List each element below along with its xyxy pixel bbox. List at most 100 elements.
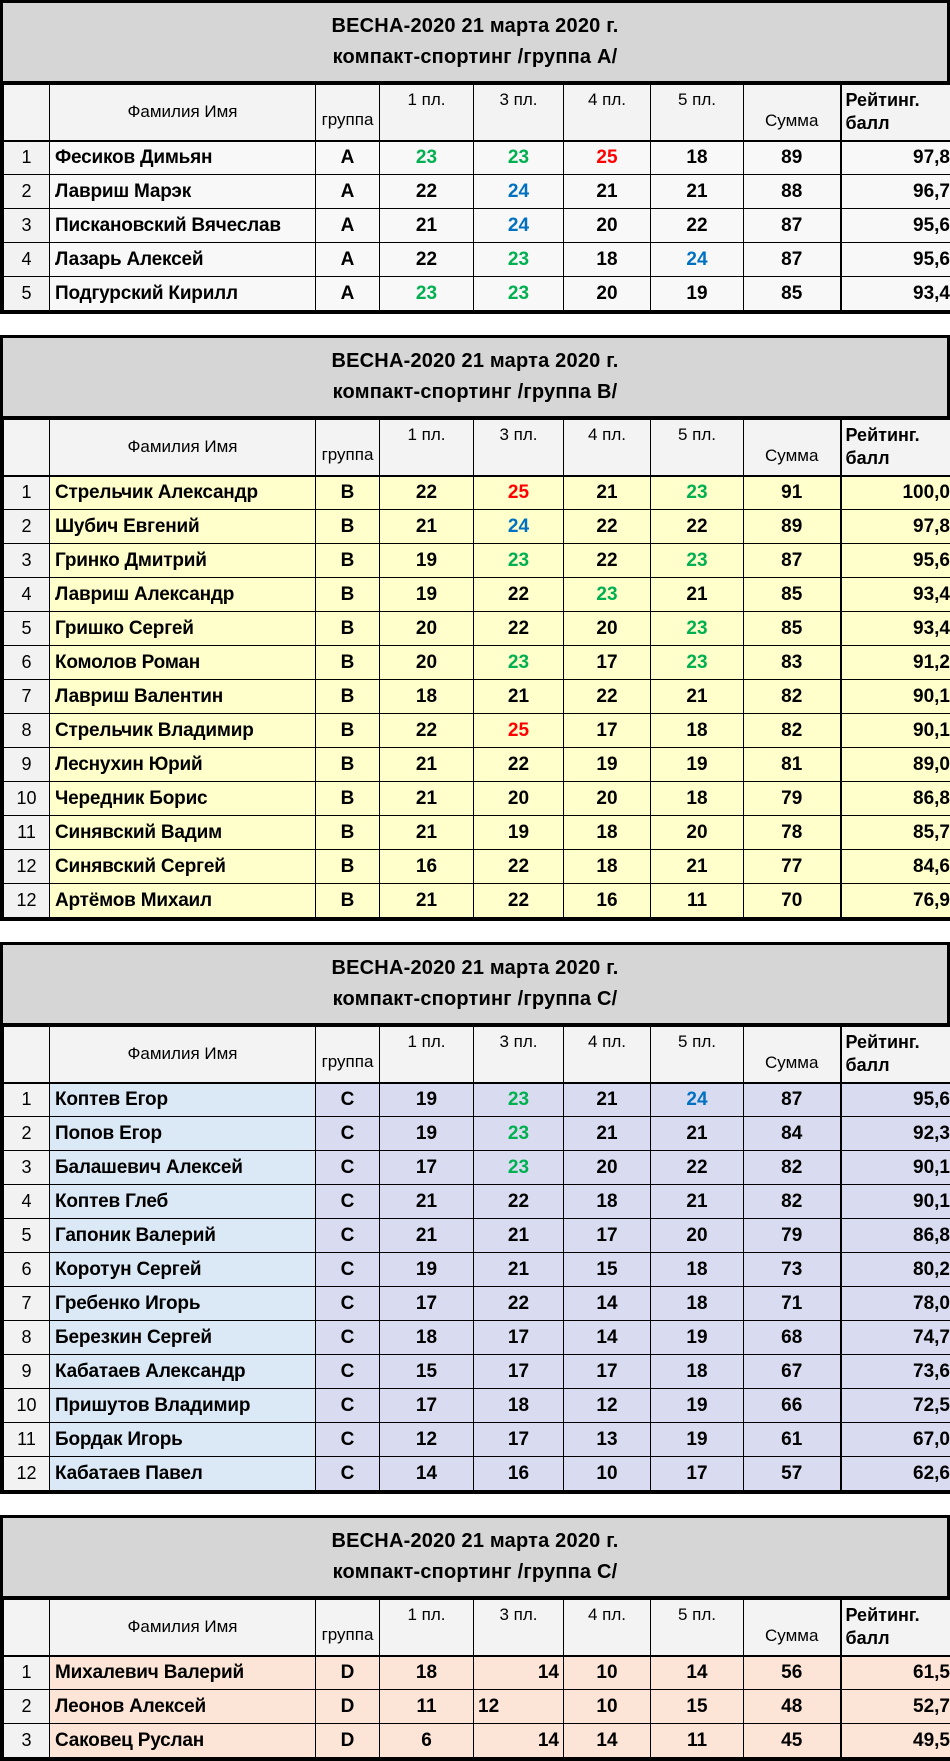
- score-cell: 24: [474, 175, 564, 209]
- column-header-rank: [4, 1600, 50, 1656]
- score-cell: 21: [651, 680, 744, 714]
- column-header-name: Фамилия Имя: [50, 1600, 316, 1656]
- score-cell: 21: [380, 510, 474, 544]
- score-cell: 15: [380, 1355, 474, 1389]
- score-cell: 18: [651, 1355, 744, 1389]
- score-cell: 12: [474, 1690, 564, 1724]
- rating-cell: 89,0: [841, 748, 950, 782]
- group-cell: C: [316, 1185, 380, 1219]
- score-cell: 17: [564, 646, 651, 680]
- name-cell: Коротун Сергей: [50, 1253, 316, 1287]
- score-cell: 24: [651, 1083, 744, 1117]
- score-cell: 17: [564, 1219, 651, 1253]
- score-cell: 21: [380, 1219, 474, 1253]
- name-cell: Лавриш Александр: [50, 578, 316, 612]
- column-header-station: 5 пл.: [651, 420, 744, 476]
- score-cell: 24: [651, 243, 744, 277]
- sum-cell: 85: [744, 612, 841, 646]
- name-cell: Синявский Вадим: [50, 816, 316, 850]
- sum-cell: 82: [744, 714, 841, 748]
- column-header-group: группа: [316, 1027, 380, 1083]
- name-cell: Балашевич Алексей: [50, 1151, 316, 1185]
- score-cell: 19: [564, 748, 651, 782]
- rank-cell: 1: [4, 141, 50, 175]
- sum-cell: 87: [744, 243, 841, 277]
- group-cell: C: [316, 1423, 380, 1457]
- rank-cell: 1: [4, 1083, 50, 1117]
- score-cell: 22: [380, 714, 474, 748]
- score-cell: 21: [564, 1117, 651, 1151]
- score-cell: 25: [474, 714, 564, 748]
- rating-cell: 91,2: [841, 646, 950, 680]
- name-cell: Гребенко Игорь: [50, 1287, 316, 1321]
- sum-cell: 68: [744, 1321, 841, 1355]
- score-cell: 12: [380, 1423, 474, 1457]
- rank-cell: 5: [4, 612, 50, 646]
- group-cell: A: [316, 141, 380, 175]
- rank-cell: 6: [4, 1253, 50, 1287]
- rating-cell: 93,4: [841, 578, 950, 612]
- score-cell: 15: [651, 1690, 744, 1724]
- rating-cell: 76,9: [841, 884, 950, 918]
- column-header-station: 3 пл.: [474, 85, 564, 141]
- column-header-rating: Рейтинг.балл: [841, 1027, 950, 1083]
- column-header-rating-line2: балл: [846, 447, 950, 470]
- score-cell: 23: [474, 646, 564, 680]
- score-cell: 18: [564, 850, 651, 884]
- name-cell: Комолов Роман: [50, 646, 316, 680]
- score-cell: 23: [380, 277, 474, 311]
- score-cell: 18: [651, 141, 744, 175]
- score-cell: 13: [564, 1423, 651, 1457]
- column-header-rating-line2: балл: [846, 1054, 950, 1077]
- score-cell: 22: [564, 544, 651, 578]
- sum-cell: 82: [744, 1185, 841, 1219]
- column-header-sum: Сумма: [744, 420, 841, 476]
- score-cell: 20: [380, 646, 474, 680]
- group-c-table: ВЕСНА-2020 21 марта 2020 г.компакт-спорт…: [0, 942, 950, 1494]
- score-cell: 20: [564, 277, 651, 311]
- rating-cell: 93,4: [841, 612, 950, 646]
- score-cell: 17: [380, 1389, 474, 1423]
- score-cell: 20: [651, 816, 744, 850]
- group-cell: B: [316, 612, 380, 646]
- table-title: ВЕСНА-2020 21 марта 2020 г.компакт-спорт…: [3, 3, 947, 84]
- group-cell: A: [316, 209, 380, 243]
- rank-cell: 8: [4, 1321, 50, 1355]
- score-cell: 11: [651, 884, 744, 918]
- group-cell: D: [316, 1690, 380, 1724]
- sum-cell: 48: [744, 1690, 841, 1724]
- sum-cell: 71: [744, 1287, 841, 1321]
- name-cell: Пришутов Владимир: [50, 1389, 316, 1423]
- column-header-name: Фамилия Имя: [50, 85, 316, 141]
- score-cell: 21: [474, 1253, 564, 1287]
- title-discipline-line: компакт-спортинг /группа В/: [333, 377, 618, 408]
- score-cell: 21: [380, 1185, 474, 1219]
- rating-cell: 67,0: [841, 1423, 950, 1457]
- column-header-name: Фамилия Имя: [50, 1027, 316, 1083]
- score-cell: 19: [380, 1083, 474, 1117]
- score-cell: 25: [474, 476, 564, 510]
- column-header-group: группа: [316, 85, 380, 141]
- score-cell: 23: [474, 1083, 564, 1117]
- group-d-table: ВЕСНА-2020 21 марта 2020 г.компакт-спорт…: [0, 1515, 950, 1761]
- rating-cell: 90,1: [841, 714, 950, 748]
- sum-cell: 77: [744, 850, 841, 884]
- rating-cell: 52,7: [841, 1690, 950, 1724]
- sum-cell: 85: [744, 277, 841, 311]
- group-cell: B: [316, 884, 380, 918]
- name-cell: Кабатаев Александр: [50, 1355, 316, 1389]
- name-cell: Леснухин Юрий: [50, 748, 316, 782]
- score-cell: 22: [380, 476, 474, 510]
- score-cell: 19: [651, 1321, 744, 1355]
- score-cell: 17: [474, 1423, 564, 1457]
- sum-cell: 89: [744, 510, 841, 544]
